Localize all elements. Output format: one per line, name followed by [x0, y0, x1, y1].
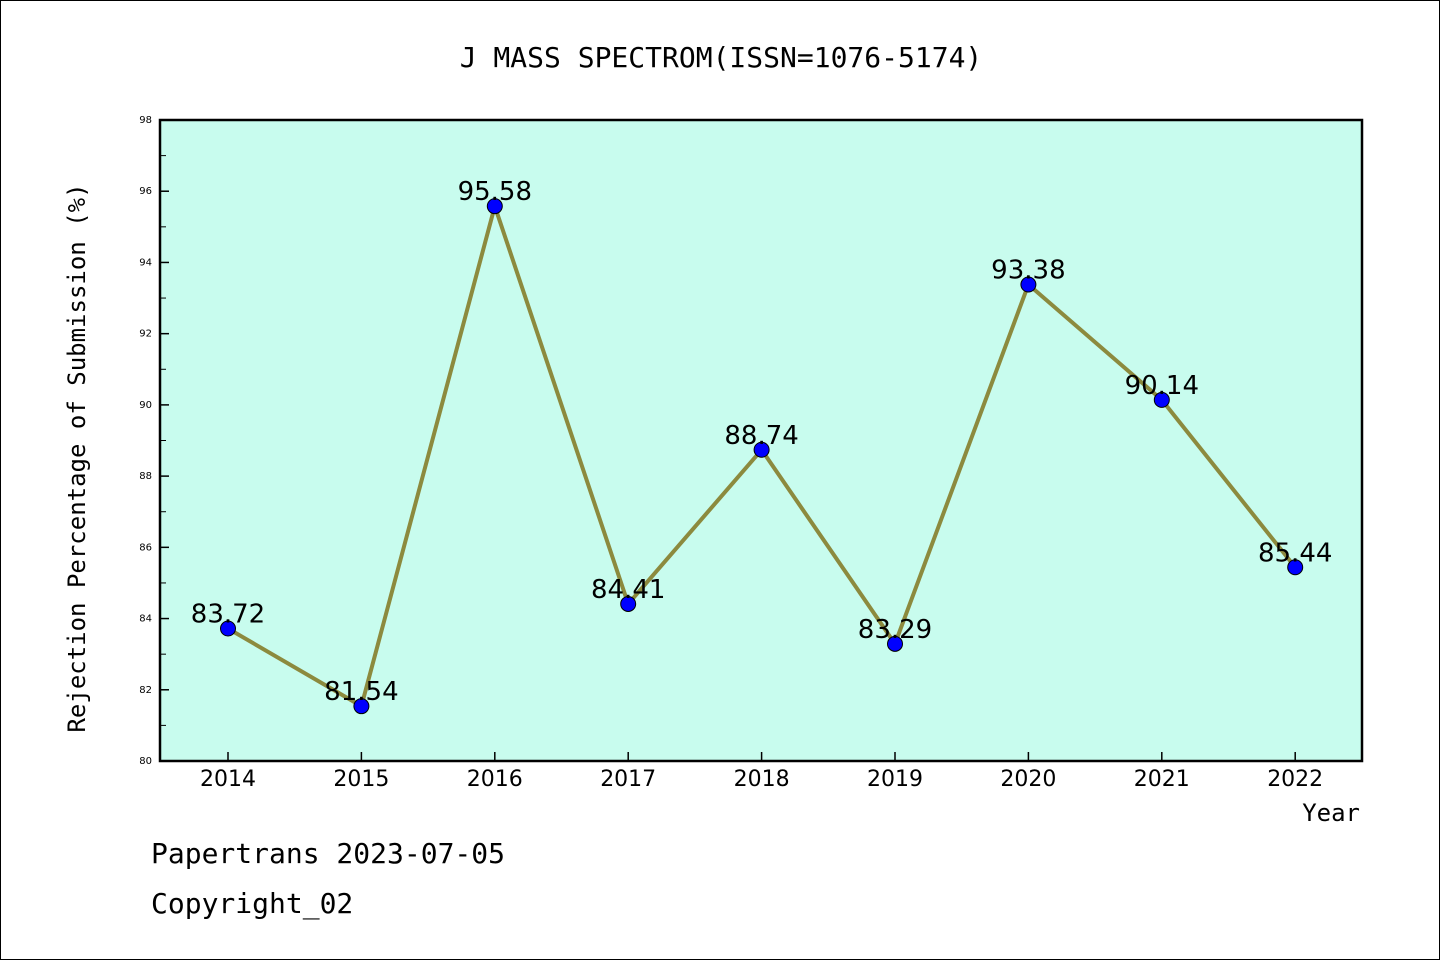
- data-label: 90.14: [1125, 371, 1199, 401]
- data-point: [887, 635, 903, 652]
- y-tick-label: 82: [139, 685, 152, 696]
- plot-border: [158, 118, 1364, 763]
- data-point: [1153, 391, 1170, 408]
- y-tick-label: 80: [139, 756, 152, 767]
- data-label: 95.58: [458, 177, 532, 207]
- footer-date: Papertrans 2023-07-05: [151, 837, 506, 870]
- data-point: [1287, 559, 1304, 576]
- data-label: 85.44: [1258, 538, 1332, 568]
- data-point: [753, 441, 770, 458]
- data-point: [620, 595, 637, 612]
- footer-copyright: Copyright_02: [151, 887, 354, 920]
- data-label: 93.38: [991, 256, 1065, 286]
- data-label: 81.54: [324, 677, 398, 707]
- marker-group: [220, 198, 1304, 715]
- data-point: [486, 198, 503, 215]
- y-tick-label: 86: [139, 542, 152, 553]
- x-axis: 2014 2015 2016 2017 2018 2019 2020 2021 2022: [200, 752, 1323, 792]
- data-label: 83.72: [191, 600, 265, 630]
- y-tick-label: 88: [139, 471, 152, 482]
- plot-area: [160, 120, 1362, 761]
- data-point: [220, 620, 236, 637]
- x-tick-label: 2020: [1000, 767, 1056, 792]
- data-label-group: 83.72 81.54 95.58 84.41 88.74 83.29 93.38 90.14…: [191, 177, 1333, 707]
- y-tick-label: 94: [139, 257, 152, 268]
- x-tick-label: 2018: [734, 767, 790, 792]
- y-tick-label: 92: [139, 329, 152, 340]
- x-tick-label: 2014: [200, 767, 256, 792]
- x-tick-label: 2019: [867, 767, 923, 792]
- y-tick-label: 96: [139, 186, 152, 197]
- y-axis: 80 82 84 86 88 90 92 94 96 98: [139, 115, 169, 767]
- data-point: [1020, 276, 1037, 293]
- data-label: 88.74: [724, 421, 798, 451]
- x-tick-label: 2021: [1134, 767, 1190, 792]
- y-tick-label: 98: [139, 115, 152, 126]
- x-tick-label: 2017: [600, 767, 656, 792]
- x-axis-label: Year: [1302, 799, 1360, 827]
- chart-title: J MASS SPECTROM(ISSN=1076-5174): [460, 41, 983, 74]
- y-tick-label: 90: [139, 400, 152, 411]
- x-tick-label: 2015: [333, 767, 389, 792]
- data-label: 84.41: [591, 575, 665, 605]
- data-label: 83.29: [858, 615, 932, 645]
- data-point: [353, 698, 370, 715]
- x-tick-label: 2016: [467, 767, 523, 792]
- y-tick-label: 84: [139, 614, 152, 625]
- y-axis-label: Rejection Percentage of Submission (%): [63, 183, 91, 732]
- x-tick-label: 2022: [1267, 767, 1323, 792]
